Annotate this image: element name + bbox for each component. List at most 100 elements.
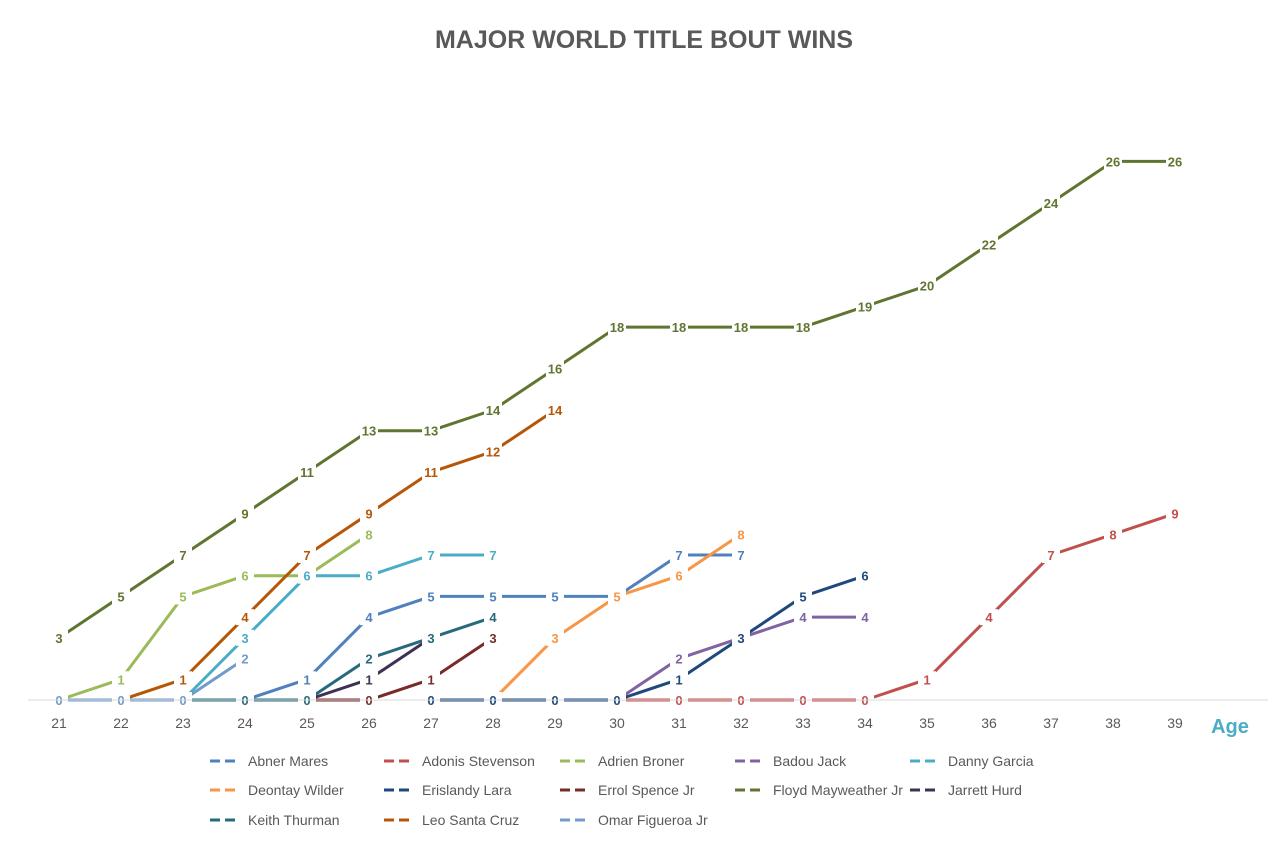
data-label: 7 [675, 548, 682, 563]
legend-item-erislandy-lara: Erislandy Lara [384, 782, 512, 798]
legend-label: Errol Spence Jr [598, 782, 695, 798]
data-label: 6 [241, 569, 248, 584]
data-label-bg [484, 629, 502, 646]
data-label: 14 [548, 403, 563, 418]
data-label-bg [732, 526, 750, 543]
data-label: 7 [489, 548, 496, 563]
data-label: 5 [613, 589, 620, 604]
data-label: 13 [424, 424, 438, 439]
legend-item-adonis-stevenson: Adonis Stevenson [384, 753, 535, 769]
data-label: 9 [1171, 507, 1178, 522]
x-tick-label: 32 [733, 715, 749, 731]
data-label: 3 [427, 631, 434, 646]
data-label-bg [112, 588, 130, 605]
series-line [119, 408, 557, 702]
data-label-bg [980, 236, 998, 253]
data-label: 8 [737, 527, 744, 542]
x-tick-label: 21 [51, 715, 67, 731]
data-label: 5 [489, 589, 496, 604]
data-label-bg [856, 567, 874, 584]
legend-item-deontay-wilder: Deontay Wilder [210, 782, 344, 798]
data-label: 4 [799, 610, 807, 625]
legend-label: Floyd Mayweather Jr [773, 782, 903, 798]
x-tick-label: 36 [981, 715, 997, 731]
data-label: 7 [303, 548, 310, 563]
legend-label: Abner Mares [248, 753, 328, 769]
legend-label: Adonis Stevenson [422, 753, 535, 769]
data-label-bg [484, 547, 502, 563]
data-label-bg [360, 650, 378, 667]
data-label: 5 [799, 589, 806, 604]
data-label: 2 [365, 652, 372, 667]
data-label-bg [918, 671, 936, 688]
data-label: 13 [362, 424, 376, 439]
data-label-bg [1104, 153, 1122, 170]
data-label-bg [422, 547, 440, 563]
x-tick-label: 31 [671, 715, 687, 731]
data-label: 4 [985, 610, 993, 625]
legend-item-adrien-broner: Adrien Broner [560, 753, 685, 769]
data-label: 3 [241, 631, 248, 646]
data-label-bg [298, 464, 316, 481]
data-label-bg [670, 567, 688, 584]
legend-item-keith-thurman: Keith Thurman [210, 812, 340, 828]
data-label-bg [236, 567, 254, 584]
data-label: 22 [982, 237, 996, 252]
data-label: 1 [923, 672, 930, 687]
data-label-bg [1042, 194, 1060, 211]
data-label: 12 [486, 444, 500, 459]
data-label-bg [298, 547, 316, 563]
series-adonis-stevenson: 0000014789 [608, 505, 1184, 708]
data-label-bg [608, 319, 626, 336]
data-label-bg [918, 277, 936, 294]
legend-label: Deontay Wilder [248, 782, 344, 798]
data-label: 9 [365, 507, 372, 522]
data-label: 11 [300, 465, 314, 480]
data-label-bg [732, 629, 750, 646]
data-label: 3 [737, 631, 744, 646]
data-label-bg [1166, 153, 1184, 170]
series-floyd-mayweather-jr: 3 5 7 9 11 13 13 14 16 18 18 18 18 19 20 22 24 26 26 [50, 153, 1184, 646]
data-label-bg [298, 567, 316, 584]
data-label: 1 [303, 672, 310, 687]
data-label-bg [236, 650, 254, 667]
data-label-bg [980, 609, 998, 626]
chart-title: MAJOR WORLD TITLE BOUT WINS [435, 26, 853, 54]
data-label: 3 [55, 631, 62, 646]
x-tick-label: 23 [175, 715, 191, 731]
data-label: 26 [1168, 154, 1182, 169]
data-label: 1 [179, 672, 186, 687]
data-label: 16 [548, 362, 562, 377]
data-label-bg [670, 319, 688, 336]
x-tick-label: 26 [361, 715, 377, 731]
data-label: 4 [489, 610, 497, 625]
data-label-bg [360, 505, 378, 522]
series-errol-spence-jr: 0013 [298, 629, 502, 708]
data-label: 6 [861, 569, 868, 584]
data-label: 18 [796, 320, 810, 335]
data-label-bg [298, 671, 316, 688]
data-label-bg [1042, 547, 1060, 563]
legend-item-floyd-mayweather-jr: Floyd Mayweather Jr [735, 782, 903, 798]
data-label-bg [546, 629, 564, 646]
series-line [57, 532, 371, 702]
data-label-bg [546, 588, 564, 605]
data-label-bg [484, 443, 502, 460]
data-label: 3 [489, 631, 496, 646]
legend-item-danny-garcia: Danny Garcia [910, 753, 1034, 769]
legend-item-abner-mares: Abner Mares [210, 753, 328, 769]
data-label: 4 [241, 610, 249, 625]
legend-label: Jarrett Hurd [948, 782, 1022, 798]
data-label: 8 [365, 527, 372, 542]
series-line [491, 532, 743, 702]
data-label-bg [174, 671, 192, 688]
data-label: 1 [427, 672, 434, 687]
data-label-bg [484, 609, 502, 626]
data-label: 5 [551, 589, 558, 604]
data-label: 5 [179, 589, 186, 604]
legend-label: Keith Thurman [248, 812, 340, 828]
data-label-bg [422, 671, 440, 688]
data-label-bg [546, 402, 564, 418]
x-tick-label: 29 [547, 715, 563, 731]
series-line [305, 636, 433, 702]
